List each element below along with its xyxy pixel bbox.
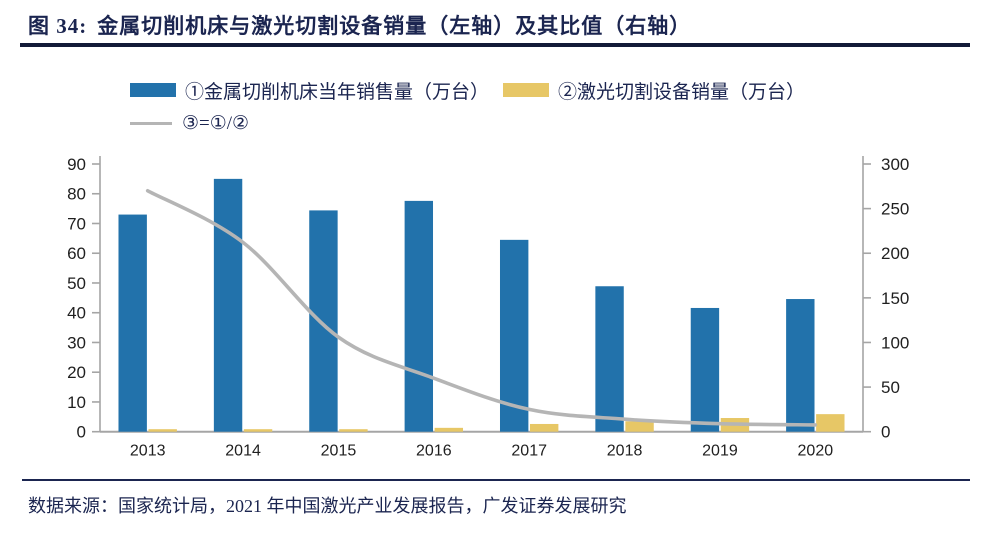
bar-laser-2017 — [529, 423, 559, 432]
left-axis-tick-label: 30 — [67, 333, 86, 352]
legend-swatch-laser — [503, 83, 550, 97]
left-axis-tick-label: 50 — [67, 274, 86, 293]
figure-number: 图 34: — [28, 14, 88, 38]
legend-label-laser: ②激光切割设备销量（万台） — [558, 81, 806, 103]
bar-metal-2014 — [213, 178, 243, 432]
figure-title-text: 金属切削机床与激光切割设备销量（左轴）及其比值（右轴） — [97, 14, 692, 38]
bar-laser-2020 — [816, 414, 845, 432]
right-axis-tick-label: 0 — [881, 423, 890, 442]
left-axis-tick-label: 0 — [77, 423, 86, 442]
right-axis-tick-label: 50 — [881, 378, 900, 397]
right-axis-tick-label: 200 — [881, 244, 909, 263]
bar-metal-2013 — [118, 214, 147, 432]
bar-metal-2015 — [309, 210, 338, 432]
left-axis-tick-label: 70 — [67, 214, 86, 233]
legend-swatch-metal — [130, 83, 176, 97]
title-divider — [20, 43, 970, 47]
legend-label-ratio: ③=①/② — [182, 112, 250, 134]
ratio-line — [145, 188, 818, 427]
x-axis-label: 2013 — [130, 443, 166, 460]
bar-laser-2018 — [625, 421, 654, 432]
bar-laser-2013 — [148, 429, 177, 432]
figure-title: 图 34: 金属切削机床与激光切割设备销量（左轴）及其比值（右轴） — [28, 10, 691, 40]
right-axis-tick-label: 300 — [881, 155, 909, 174]
left-axis-tick-label: 20 — [67, 363, 86, 382]
x-axis-label: 2014 — [225, 443, 261, 460]
bar-metal-2016 — [404, 200, 434, 432]
bar-metal-2018 — [595, 286, 624, 432]
left-axis-tick-label: 10 — [67, 393, 86, 412]
x-axis-label: 2016 — [416, 443, 452, 460]
left-axis-tick-label: 90 — [67, 155, 86, 174]
left-axis-tick-label: 60 — [67, 244, 86, 263]
left-axis-tick-label: 80 — [67, 185, 86, 204]
x-axis-label: 2019 — [702, 443, 738, 460]
right-axis-tick-label: 250 — [881, 200, 909, 219]
right-axis-tick-label: 100 — [881, 333, 909, 352]
legend-row-2: ③=①/② — [130, 112, 263, 134]
bar-laser-2014 — [243, 429, 273, 432]
x-axis-label: 2015 — [321, 443, 357, 460]
x-axis-label: 2017 — [511, 443, 547, 460]
x-axis-label: 2018 — [607, 443, 643, 460]
legend-swatch-ratio-line — [130, 121, 172, 125]
legend-label-metal: ①金属切削机床当年销售量（万台） — [185, 81, 490, 103]
bar-metal-2020 — [786, 299, 815, 432]
left-axis-tick-label: 40 — [67, 304, 86, 323]
bar-metal-2017 — [499, 239, 529, 432]
bar-laser-2016 — [434, 427, 464, 432]
right-axis-tick-label: 150 — [881, 289, 909, 308]
footer-divider — [22, 479, 970, 481]
bar-metal-2019 — [690, 307, 720, 432]
bar-laser-2015 — [339, 429, 368, 432]
legend-row-1: ①金属切削机床当年销售量（万台） ②激光切割设备销量（万台） — [130, 79, 819, 103]
data-source-note: 数据来源：国家统计局，2021 年中国激光产业发展报告，广发证券发展研究 — [28, 496, 627, 516]
x-axis-label: 2020 — [798, 443, 834, 460]
